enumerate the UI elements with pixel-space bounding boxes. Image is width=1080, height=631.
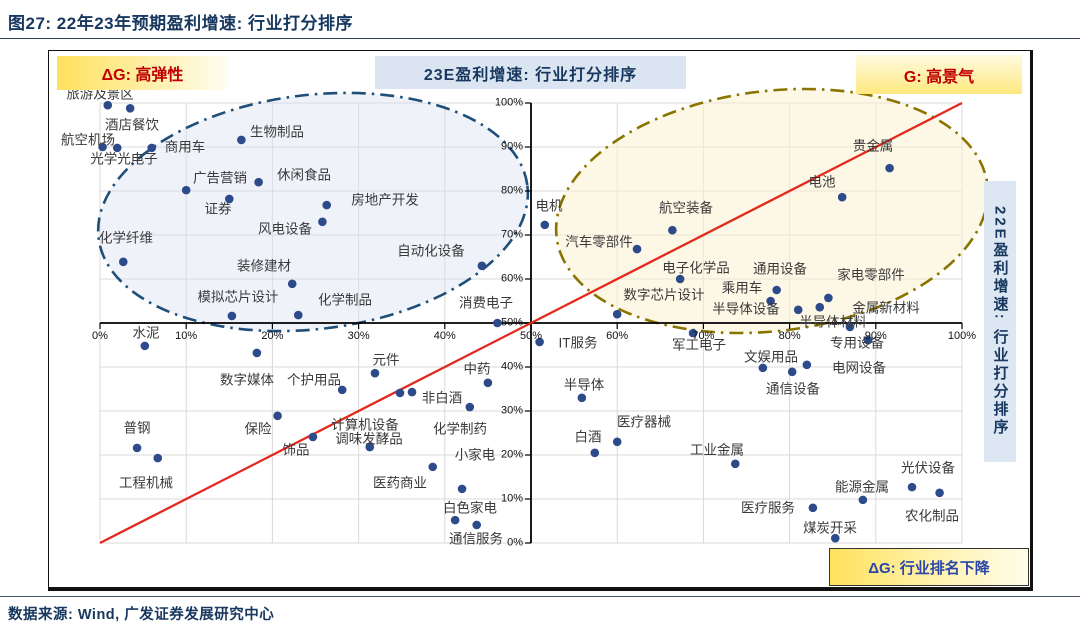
data-point [237, 135, 246, 145]
data-point [493, 318, 502, 328]
data-point [935, 488, 944, 498]
data-point [668, 225, 677, 235]
data-point [540, 220, 550, 230]
data-point [837, 192, 847, 202]
data-point [787, 367, 797, 377]
data-point [337, 385, 347, 395]
y-axis-title-box: 22E盈利增速: 行业打分排序 [984, 181, 1016, 462]
data-point [577, 393, 587, 403]
data-point [308, 432, 318, 442]
quadrant-box-rank-down: ΔG: 行业排名下降 [829, 548, 1029, 586]
data-point [758, 363, 768, 373]
data-source: 数据来源: Wind, 广发证券发展研究中心 [8, 607, 275, 623]
data-point [322, 200, 332, 210]
data-point [675, 274, 685, 284]
data-point [450, 515, 460, 525]
data-point [103, 100, 113, 110]
data-point [465, 402, 475, 412]
title-divider [0, 38, 1080, 39]
quadrant-box-high-elasticity: ΔG: 高弹性 [57, 56, 228, 90]
data-point [815, 302, 825, 312]
data-point [830, 533, 840, 543]
x-axis-title-box: 23E盈利增速: 行业打分排序 [375, 56, 686, 89]
data-point [147, 143, 157, 153]
data-point [824, 293, 833, 303]
data-point [254, 177, 263, 187]
data-point [153, 453, 163, 463]
data-point [632, 244, 642, 254]
data-point [612, 309, 622, 319]
data-point [477, 261, 487, 271]
data-point [845, 322, 855, 332]
ellipse-high-prosperity [554, 87, 990, 335]
data-point [365, 442, 375, 452]
data-point [252, 348, 262, 358]
data-point [118, 257, 128, 267]
ellipse-high-elasticity [96, 91, 530, 333]
data-point [863, 335, 873, 345]
data-point [472, 520, 481, 530]
data-point [140, 341, 150, 351]
data-point [370, 368, 380, 378]
data-point [730, 459, 740, 469]
data-point [395, 388, 405, 398]
data-point [293, 310, 303, 320]
data-point [287, 279, 297, 289]
data-point [808, 503, 818, 513]
data-point [132, 443, 142, 453]
data-point [907, 482, 917, 492]
data-point [227, 311, 237, 321]
data-point [772, 285, 781, 295]
data-point [885, 163, 894, 173]
data-point [407, 387, 417, 397]
data-point [112, 143, 122, 153]
data-point [612, 437, 622, 447]
diagonal-line [99, 101, 963, 545]
data-point [457, 484, 467, 494]
data-point [273, 411, 282, 421]
data-point [766, 296, 775, 306]
data-point [225, 194, 234, 204]
data-point [858, 495, 868, 505]
data-point [590, 448, 600, 458]
data-point [181, 185, 191, 195]
footer-divider [0, 596, 1080, 597]
data-point [318, 217, 327, 227]
data-point [535, 337, 544, 347]
data-point [98, 142, 107, 152]
data-point [125, 103, 135, 113]
data-point [802, 360, 812, 370]
data-point [688, 328, 698, 338]
data-point [483, 378, 493, 388]
data-point [428, 462, 438, 472]
quadrant-box-high-prosperity: G: 高景气 [856, 55, 1022, 94]
data-point [793, 305, 803, 315]
figure-title: 图27: 22年23年预期盈利增速: 行业打分排序 [8, 14, 353, 33]
